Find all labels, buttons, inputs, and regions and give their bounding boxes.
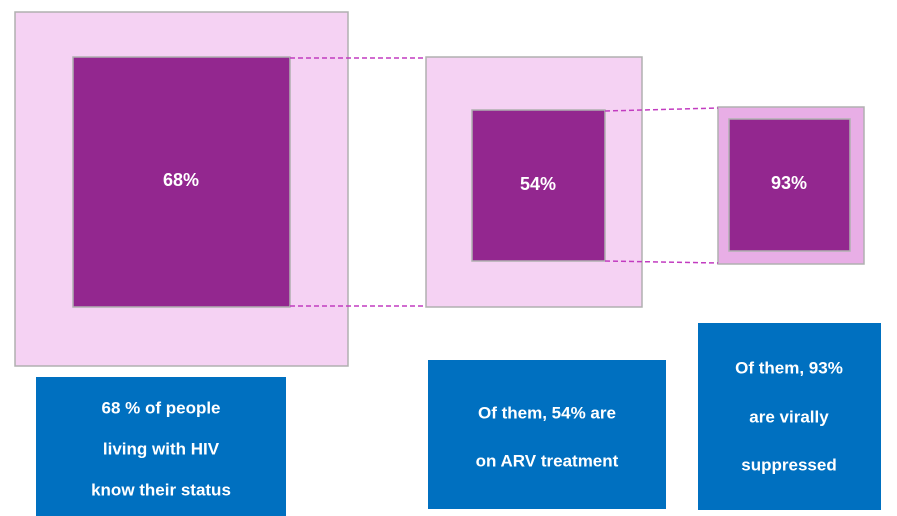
caption-line: are virally: [749, 407, 829, 426]
caption-line: Of them, 93%: [735, 358, 843, 377]
caption-line: know their status: [91, 480, 231, 499]
inner-box: [471, 109, 606, 262]
caption-box: [428, 360, 666, 509]
caption-box: [36, 377, 286, 516]
caption-line: on ARV treatment: [476, 451, 619, 470]
connector: [604, 260, 719, 264]
caption-line: 68 % of people: [101, 398, 220, 417]
percent-label: 68%: [163, 170, 199, 190]
caption-line: Of them, 54% are: [478, 403, 616, 422]
caption-box: [698, 323, 881, 510]
connector: [604, 107, 719, 112]
percent-label: 54%: [520, 174, 556, 194]
inner-box: [72, 56, 291, 308]
percent-label: 93%: [771, 173, 807, 193]
caption-line: living with HIV: [103, 439, 220, 458]
inner-box: [728, 118, 851, 252]
caption-line: suppressed: [741, 455, 836, 474]
